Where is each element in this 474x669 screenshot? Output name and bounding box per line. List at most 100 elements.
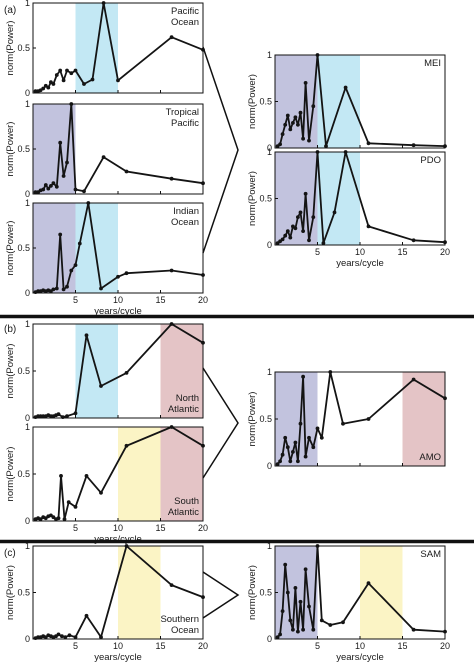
data-point [49, 184, 53, 188]
data-point [324, 144, 328, 149]
y-tick-label: 1 [25, 541, 30, 551]
data-point [298, 210, 303, 215]
y-tick-label: 0 [25, 189, 30, 199]
y-tick-label: 0 [25, 88, 30, 98]
y-axis-title: norm(Power) [5, 565, 16, 620]
data-point [315, 426, 320, 431]
data-point [51, 287, 56, 292]
section-label-b: (b) [4, 324, 16, 335]
data-point [311, 627, 316, 632]
data-point [41, 86, 46, 91]
x-axis-title: years/cycle [336, 652, 384, 663]
panels-layer: 00.51norm(Power)PacificOcean00.51norm(Po… [5, 0, 450, 663]
data-point [288, 235, 293, 240]
data-point [296, 629, 300, 634]
data-point [169, 268, 174, 273]
data-point [41, 414, 46, 418]
chart-south-atlantic: 00.515 10 15 20years/cyclenorm(Power)SouthA… [5, 422, 208, 545]
data-point [169, 583, 174, 587]
data-point [285, 113, 290, 118]
data-point [46, 186, 51, 191]
data-point [275, 462, 280, 466]
data-point [82, 189, 86, 194]
data-point [61, 287, 66, 292]
data-point [298, 110, 303, 115]
data-point [65, 160, 69, 165]
data-point [54, 286, 59, 291]
y-axis-title: norm(Power) [247, 74, 258, 129]
annotation-label: MEI [424, 58, 441, 69]
data-point [33, 190, 38, 195]
x-tick-label: 10 [113, 523, 123, 533]
section-label-a: (a) [4, 5, 16, 16]
data-point [84, 333, 89, 338]
data-point [296, 215, 300, 220]
x-tick-label: 15 [155, 523, 165, 533]
annotation-label: Ocean [171, 625, 199, 636]
annotation-label: North [176, 393, 199, 404]
data-point [288, 618, 293, 623]
x-tick-label: 10 [113, 295, 123, 305]
x-tick-label: 5 [73, 295, 78, 305]
annotation-label: SAM [420, 549, 441, 560]
y-axis-title: norm(Power) [247, 392, 258, 447]
data-point [411, 238, 416, 243]
connector-bracket-c [202, 571, 240, 619]
data-point [99, 384, 103, 388]
x-axis-title: years/cycle [94, 652, 142, 663]
data-point [296, 122, 300, 127]
data-point [73, 411, 78, 416]
data-point [84, 613, 89, 618]
x-tick-label: 10 [355, 247, 365, 257]
data-point [298, 421, 303, 426]
x-tick-label: 5 [315, 641, 320, 651]
data-point [366, 224, 371, 229]
x-tick-label: 15 [397, 247, 407, 257]
data-point [285, 229, 290, 234]
y-tick-label: 1 [267, 541, 272, 551]
data-point [293, 586, 298, 590]
annotation-label: Southern [160, 614, 199, 625]
annotation-label: AMO [419, 452, 441, 463]
x-tick-label: 10 [355, 641, 365, 651]
annotation-label: Tropical [166, 107, 199, 118]
data-point [51, 515, 56, 520]
data-point [283, 435, 288, 440]
annotation-label: Ocean [171, 17, 199, 28]
data-point [65, 68, 69, 73]
data-point [73, 68, 78, 73]
data-point [343, 85, 348, 90]
y-axis-title: norm(Power) [247, 171, 258, 226]
data-point [291, 121, 295, 125]
data-point [366, 417, 371, 421]
x-axis-title: years/cycle [336, 258, 384, 269]
x-tick-label: 20 [198, 295, 208, 305]
data-point [99, 490, 103, 495]
data-point [285, 590, 290, 595]
data-point [60, 634, 64, 639]
annotation-label: South [174, 496, 199, 507]
data-point [283, 122, 288, 127]
data-point [77, 241, 82, 246]
data-point [411, 377, 416, 382]
data-point [319, 618, 324, 623]
x-tick-label: 5 [73, 641, 78, 651]
data-point [283, 233, 288, 238]
data-point [124, 271, 129, 276]
x-tick-label: 20 [440, 247, 450, 257]
band-bidecadal_yellow [118, 427, 161, 521]
data-point [311, 215, 316, 220]
data-point [303, 81, 308, 85]
section-label-c: (c) [4, 548, 16, 559]
data-point [278, 459, 282, 464]
data-point [411, 627, 416, 632]
data-point [303, 567, 308, 572]
data-point [280, 132, 285, 137]
x-tick-label: 10 [113, 641, 123, 651]
data-point [411, 143, 416, 148]
data-point [288, 127, 293, 132]
data-point [307, 238, 311, 243]
x-tick-label: 5 [73, 523, 78, 533]
data-point [169, 176, 174, 181]
data-point [341, 421, 345, 426]
